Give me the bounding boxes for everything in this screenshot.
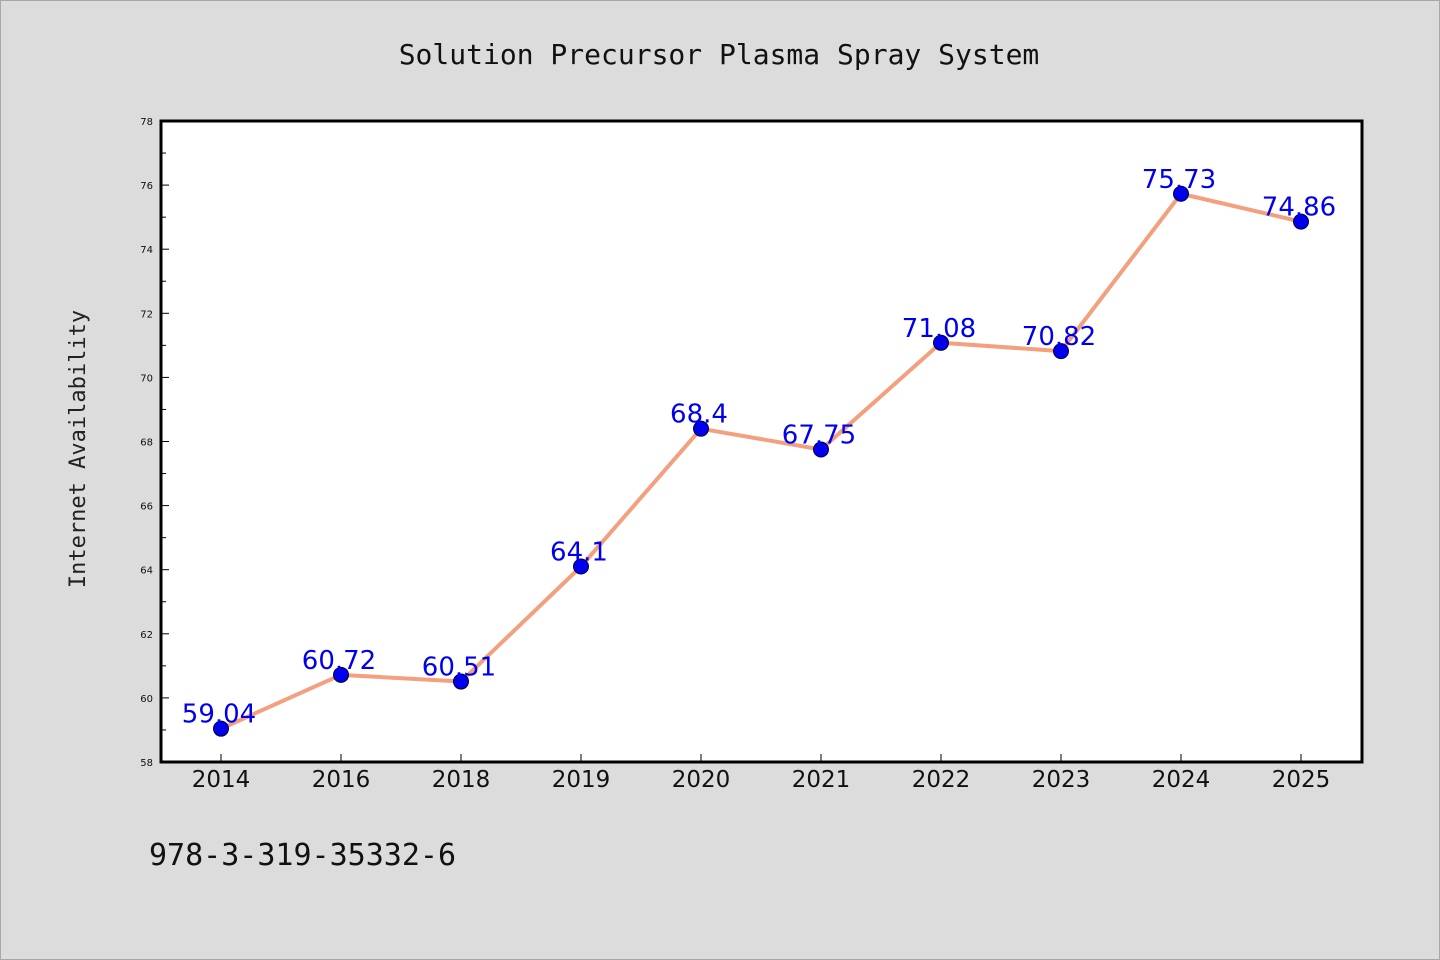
- footnote-isbn: 978-3-319-35332-6: [149, 838, 456, 873]
- data-label: 59.04: [182, 700, 256, 730]
- x-tick-label: 2021: [792, 767, 851, 793]
- data-label: 67.75: [782, 421, 856, 451]
- y-tick-label: 58: [140, 758, 153, 769]
- data-labels: 59.04 60.72 60.51 64.1 68.4 67.75 71.08 70.82 75…: [182, 165, 1336, 730]
- data-point: [213, 720, 229, 737]
- x-tick-label: 2024: [1152, 767, 1211, 793]
- y-tick-label: 72: [140, 309, 153, 320]
- data-point: [1173, 185, 1189, 202]
- y-tick-label: 78: [140, 117, 153, 128]
- y-axis-ticks: 58 60 62 64 66 68 70 72 74 76 78: [140, 117, 169, 769]
- y-axis-label: Internet Availability: [66, 310, 91, 588]
- data-label: 60.51: [422, 653, 496, 683]
- y-tick-label: 68: [140, 438, 153, 449]
- series-line: [220, 191, 1302, 731]
- x-tick-label: 2022: [912, 767, 971, 793]
- x-tick-label: 2016: [312, 767, 371, 793]
- y-tick-label: 74: [140, 245, 153, 256]
- plot-area: [159, 119, 1364, 764]
- data-label: 74.86: [1262, 193, 1336, 223]
- data-point: [573, 558, 589, 575]
- data-point: [1053, 343, 1069, 360]
- data-label: 71.08: [902, 314, 976, 344]
- x-tick-label: 2023: [1032, 767, 1091, 793]
- data-label: 68.4: [670, 400, 728, 430]
- data-label: 64.1: [550, 537, 608, 567]
- x-tick-label: 2019: [552, 767, 611, 793]
- data-point: [1293, 213, 1309, 230]
- y-tick-label: 60: [140, 694, 153, 705]
- data-point: [453, 673, 469, 690]
- data-point: [933, 334, 949, 351]
- data-label: 60.72: [302, 646, 376, 676]
- x-tick-label: 2018: [432, 767, 491, 793]
- data-point: [813, 441, 829, 458]
- data-markers: [213, 185, 1309, 737]
- x-tick-label: 2025: [1272, 767, 1331, 793]
- data-point: [333, 666, 349, 683]
- chart-title: Solution Precursor Plasma Spray System: [399, 38, 1040, 71]
- y-tick-label: 62: [140, 630, 153, 641]
- x-tick-label: 2014: [192, 767, 251, 793]
- data-label: 75.73: [1142, 165, 1216, 195]
- x-axis-ticks: 2014 2016 2018 2019 2020 2021 2022 2023 2024 2025: [192, 754, 1331, 793]
- y-tick-label: 70: [140, 373, 153, 384]
- x-tick-label: 2020: [672, 767, 731, 793]
- y-tick-label: 64: [140, 566, 153, 577]
- y-tick-label: 66: [140, 502, 153, 513]
- data-label: 70.82: [1022, 322, 1096, 352]
- data-point: [693, 420, 709, 437]
- y-tick-label: 76: [140, 181, 153, 192]
